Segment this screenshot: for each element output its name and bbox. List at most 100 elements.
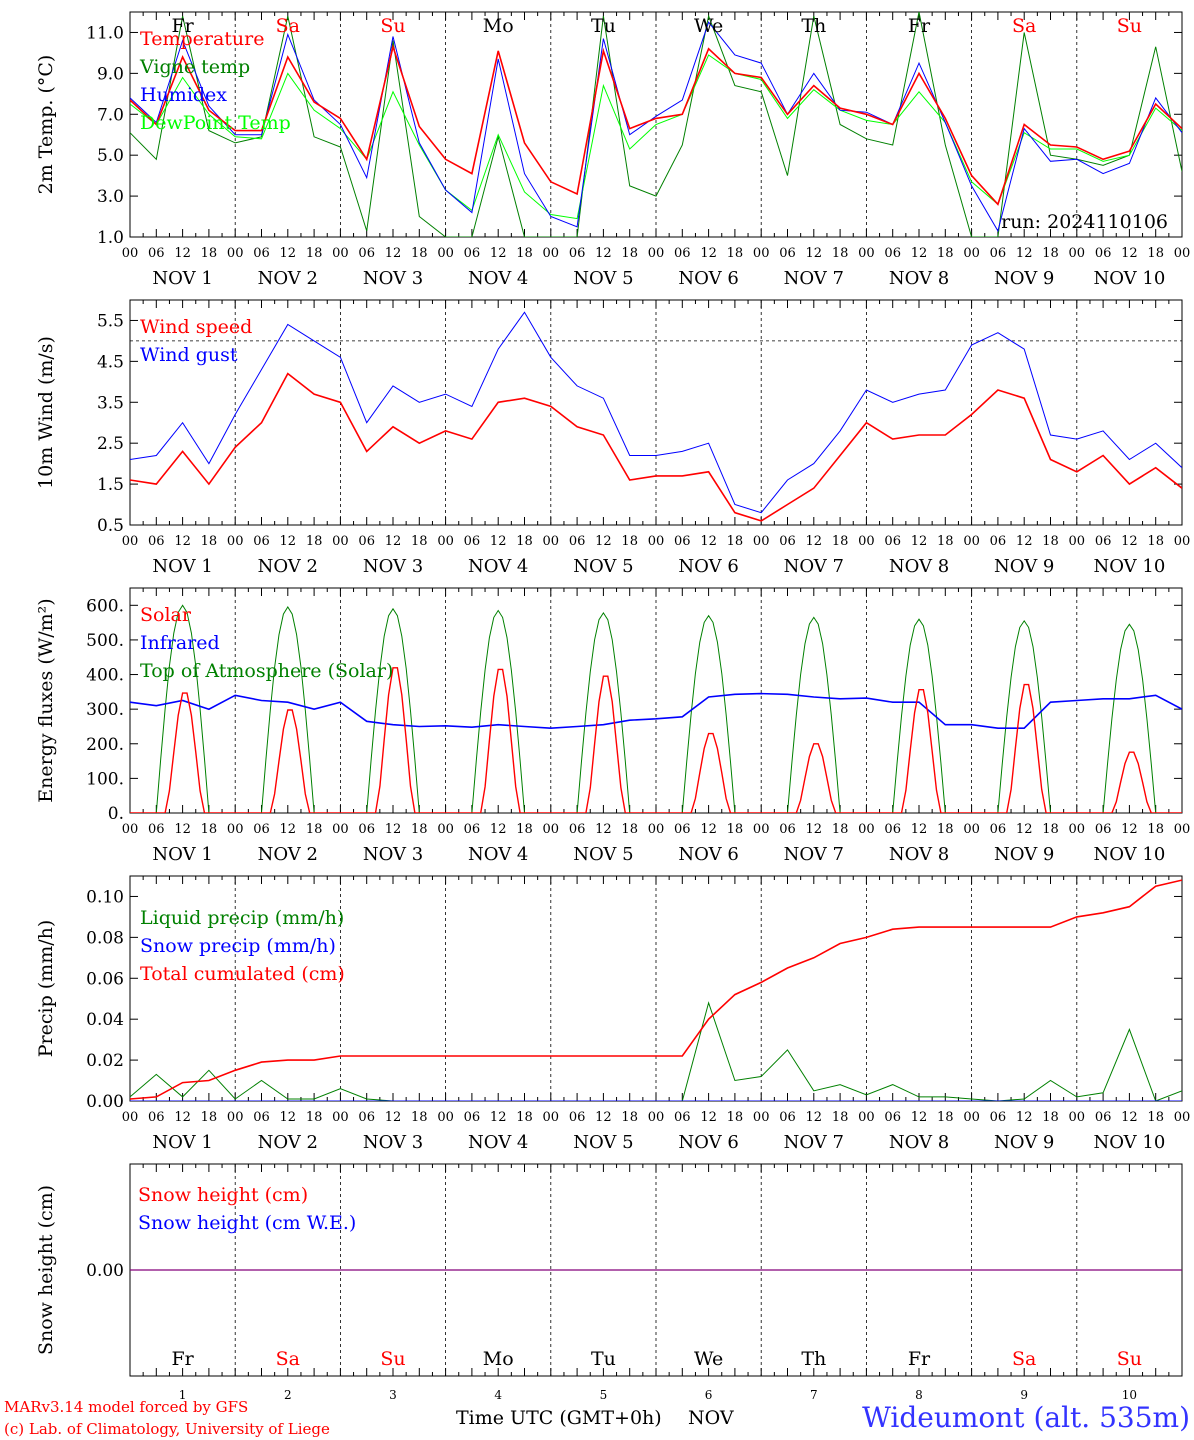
solar-line (130, 667, 1182, 813)
hour-label: 18 (727, 534, 744, 549)
legend-entry: Infrared (140, 632, 220, 654)
y-tick-label: 9.0 (97, 64, 124, 84)
hour-label: 18 (411, 534, 428, 549)
hour-label: 06 (884, 246, 901, 261)
date-label: NOV 5 (573, 556, 633, 577)
hour-label: 12 (385, 534, 402, 549)
hour-label: 12 (911, 246, 928, 261)
hour-label: 06 (464, 246, 481, 261)
date-label: NOV 9 (994, 1132, 1054, 1153)
date-label: NOV 8 (889, 268, 949, 289)
series-line-wind-speed (130, 372, 1182, 522)
hour-label: 06 (779, 534, 796, 549)
hour-label: 00 (332, 822, 349, 837)
hour-label: 18 (1042, 1110, 1059, 1125)
hour-label: 06 (674, 1110, 691, 1125)
day-of-week-label: Mo (483, 1348, 514, 1370)
hour-label: 00 (858, 822, 875, 837)
hour-label: 00 (753, 822, 770, 837)
y-tick-label: 1.5 (97, 475, 124, 495)
hour-label: 18 (516, 246, 533, 261)
y-tick-label: 0.08 (86, 928, 124, 948)
series-line-dewpoint-temp (130, 54, 1182, 220)
series-line-total-cumulated-cm- (130, 879, 1182, 1100)
day-of-week-label: Tu (591, 15, 616, 37)
hour-label: 12 (174, 1110, 191, 1125)
hour-label: 18 (1042, 534, 1059, 549)
series-line-wind-gust (130, 311, 1182, 514)
hour-label: 06 (148, 246, 165, 261)
hour-label: 06 (1095, 822, 1112, 837)
date-label: NOV 7 (784, 1132, 844, 1153)
hour-label: 00 (1174, 822, 1191, 837)
footer-credit: (c) Lab. of Climatology, University of L… (4, 1420, 330, 1438)
y-tick-label: 600. (86, 596, 124, 616)
plot-area (130, 604, 1182, 813)
hour-label: 00 (227, 1110, 244, 1125)
hour-label: 12 (1121, 246, 1138, 261)
day-number-label: 4 (494, 1388, 502, 1402)
hour-label: 12 (385, 1110, 402, 1125)
y-tick-label: 5.0 (97, 146, 124, 166)
hour-label: 00 (753, 246, 770, 261)
hour-label: 12 (700, 822, 717, 837)
date-label: NOV 8 (889, 844, 949, 865)
hour-label: 18 (306, 534, 323, 549)
y-tick-label: 0.02 (86, 1051, 124, 1071)
hour-label: 12 (280, 1110, 297, 1125)
hour-label: 18 (832, 1110, 849, 1125)
date-label: NOV 7 (784, 556, 844, 577)
plot-area (130, 12, 1182, 237)
hour-label: 18 (411, 1110, 428, 1125)
date-label: NOV 3 (363, 844, 423, 865)
y-tick-label: 7.0 (97, 105, 124, 125)
hour-label: 12 (700, 534, 717, 549)
y-axis-title: 2m Temp. (°C) (35, 55, 57, 195)
hour-label: 06 (1095, 1110, 1112, 1125)
series-line-humidex (130, 21, 1182, 233)
hour-label: 06 (464, 534, 481, 549)
hour-label: 12 (1121, 534, 1138, 549)
plot-area (130, 311, 1182, 522)
hour-label: 18 (727, 246, 744, 261)
hour-label: 06 (779, 822, 796, 837)
date-label: NOV 9 (994, 268, 1054, 289)
hour-label: 00 (227, 246, 244, 261)
hour-label: 06 (148, 1110, 165, 1125)
hour-label: 18 (1042, 822, 1059, 837)
hour-label: 18 (201, 822, 218, 837)
hour-label: 12 (280, 246, 297, 261)
hour-label: 18 (621, 246, 638, 261)
hour-label: 12 (280, 822, 297, 837)
y-tick-label: 200. (86, 735, 124, 755)
y-tick-label: 0.5 (97, 516, 124, 536)
hour-label: 18 (937, 1110, 954, 1125)
hour-label: 00 (437, 822, 454, 837)
date-label: NOV 2 (258, 1132, 318, 1153)
y-axis-title: Precip (mm/h) (35, 920, 57, 1058)
date-label: NOV 10 (1093, 556, 1165, 577)
day-number-label: 7 (810, 1388, 818, 1402)
y-tick-label: 3.0 (97, 187, 124, 207)
date-label: NOV 10 (1093, 268, 1165, 289)
hour-label: 00 (543, 246, 560, 261)
y-axis-title: Snow height (cm) (35, 1185, 57, 1355)
day-number-label: 5 (600, 1388, 608, 1402)
hour-label: 12 (1121, 822, 1138, 837)
date-label: NOV 4 (468, 1132, 528, 1153)
hour-label: 06 (569, 822, 586, 837)
hour-label: 12 (490, 1110, 507, 1125)
y-axis-title: Energy fluxes (W/m²) (35, 598, 57, 802)
hour-label: 00 (1174, 534, 1191, 549)
hour-label: 06 (1095, 246, 1112, 261)
hour-label: 06 (358, 822, 375, 837)
date-label: NOV 6 (678, 556, 738, 577)
hour-label: 18 (516, 822, 533, 837)
hour-label: 00 (753, 534, 770, 549)
hour-label: 00 (648, 246, 665, 261)
y-axis-title: 10m Wind (m/s) (35, 336, 57, 489)
date-label: NOV 2 (258, 556, 318, 577)
hour-label: 06 (464, 822, 481, 837)
date-label: NOV 9 (994, 556, 1054, 577)
